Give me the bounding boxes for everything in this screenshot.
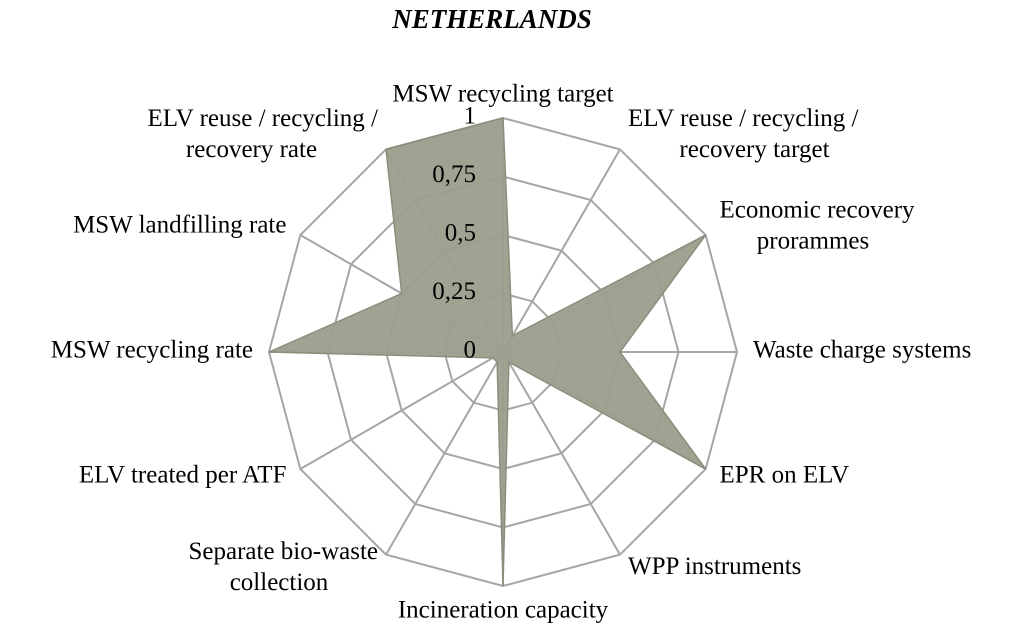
category-label-line: Separate bio-waste — [188, 538, 378, 565]
spoke — [502, 148, 621, 353]
category-label: MSW recycling rate — [51, 337, 253, 364]
category-label: ELV treated per ATF — [79, 462, 287, 489]
category-label: ELV reuse / recycling / recovery rate — [148, 105, 379, 163]
r-tick-label: 0,75 — [432, 161, 476, 188]
category-label: MSW landfilling rate — [73, 212, 286, 239]
category-label: Incineration capacity — [398, 597, 609, 624]
category-label: EPR on ELV — [720, 462, 850, 489]
radar-area — [268, 117, 707, 587]
category-label-line: prorammes — [757, 227, 869, 254]
r-tick-label: 0,25 — [432, 278, 476, 305]
r-tick-label: 1 — [464, 103, 477, 130]
category-label-line: ELV reuse / recycling / — [148, 105, 379, 132]
category-label-line: collection — [230, 569, 329, 596]
category-label-line: recovery rate — [186, 136, 317, 163]
category-label: Economic recovery prorammes — [720, 196, 916, 254]
r-tick-label: 0 — [464, 337, 477, 364]
chart-title: NETHERLANDS — [391, 4, 592, 34]
spoke — [299, 351, 504, 470]
r-tick-label: 0,5 — [445, 220, 476, 247]
spoke — [502, 351, 621, 556]
category-label-line: ELV reuse / recycling / — [628, 105, 859, 132]
category-label-line: recovery target — [679, 136, 829, 163]
category-label: WPP instruments — [628, 553, 801, 580]
category-label: MSW recycling target — [392, 81, 613, 108]
category-label-line: Economic recovery — [720, 196, 916, 223]
category-label: Separate bio-waste collection — [188, 538, 378, 596]
category-label: Waste charge systems — [753, 337, 971, 364]
category-label: ELV reuse / recycling / recovery target — [628, 105, 859, 163]
spoke — [385, 351, 504, 556]
